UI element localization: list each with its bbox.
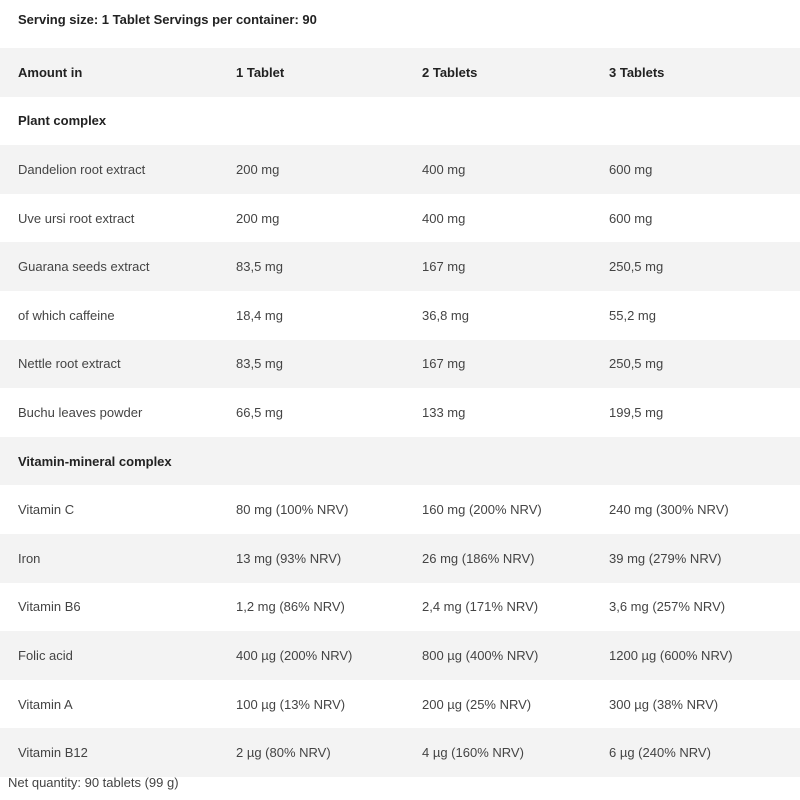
- ingredient-name: Nettle root extract: [18, 356, 121, 372]
- amount-3-tablets: 250,5 mg: [609, 259, 664, 275]
- amount-1-tablet: 100 µg (13% NRV): [236, 696, 346, 712]
- amount-2-tablets: 2,4 mg (171% NRV): [422, 599, 539, 615]
- amount-2-tablets: 160 mg (200% NRV): [422, 502, 542, 518]
- amount-2-tablets: 400 mg: [422, 210, 466, 226]
- amount-3-tablets: 6 µg (240% NRV): [609, 745, 711, 761]
- table-row: Uve ursi root extract 200 mg 400 mg 600 …: [0, 194, 800, 243]
- section-title: Vitamin-mineral complex: [18, 453, 172, 469]
- amount-2-tablets: 133 mg: [422, 404, 466, 420]
- amount-1-tablet: 1,2 mg (86% NRV): [236, 599, 345, 615]
- amount-1-tablet: 2 µg (80% NRV): [236, 745, 331, 761]
- ingredient-name: Vitamin C: [18, 502, 75, 518]
- header-amount-in: Amount in: [18, 64, 83, 80]
- amount-2-tablets: 800 µg (400% NRV): [422, 647, 539, 663]
- amount-1-tablet: 83,5 mg: [236, 259, 283, 275]
- nutrition-table: Amount in 1 Tablet 2 Tablets 3 Tablets P…: [0, 48, 800, 777]
- amount-2-tablets: 4 µg (160% NRV): [422, 745, 524, 761]
- amount-3-tablets: 300 µg (38% NRV): [609, 696, 719, 712]
- header-1-tablet: 1 Tablet: [236, 64, 285, 80]
- ingredient-name: Guarana seeds extract: [18, 259, 150, 275]
- table-row: Nettle root extract 83,5 mg 167 mg 250,5…: [0, 339, 800, 389]
- amount-2-tablets: 400 mg: [422, 161, 466, 177]
- amount-3-tablets: 55,2 mg: [609, 307, 656, 323]
- amount-3-tablets: 600 mg: [609, 161, 653, 177]
- ingredient-name: Uve ursi root extract: [18, 210, 135, 226]
- ingredient-name: Iron: [18, 550, 41, 566]
- amount-3-tablets: 240 mg (300% NRV): [609, 502, 729, 518]
- table-row: Vitamin C 80 mg (100% NRV) 160 mg (200% …: [0, 485, 800, 534]
- amount-2-tablets: 36,8 mg: [422, 307, 469, 323]
- section-title: Plant complex: [18, 113, 107, 129]
- table-header-row: Amount in 1 Tablet 2 Tablets 3 Tablets: [0, 48, 800, 97]
- amount-2-tablets: 200 µg (25% NRV): [422, 696, 532, 712]
- table-row: Vitamin A 100 µg (13% NRV) 200 µg (25% N…: [0, 680, 800, 729]
- amount-1-tablet: 200 mg: [236, 210, 280, 226]
- ingredient-name: Vitamin B12: [18, 745, 88, 761]
- table-row: Guarana seeds extract 83,5 mg 167 mg 250…: [0, 242, 800, 291]
- amount-1-tablet: 80 mg (100% NRV): [236, 502, 349, 518]
- header-3-tablets: 3 Tablets: [609, 64, 665, 80]
- table-row: of which caffeine 18,4 mg 36,8 mg 55,2 m…: [0, 291, 800, 340]
- ingredient-name: Vitamin B6: [18, 599, 81, 615]
- section-title-row: Vitamin-mineral complex: [0, 436, 800, 486]
- amount-1-tablet: 66,5 mg: [236, 404, 283, 420]
- table-row: Dandelion root extract 200 mg 400 mg 600…: [0, 145, 800, 194]
- amount-1-tablet: 13 mg (93% NRV): [236, 550, 342, 566]
- header-2-tablets: 2 Tablets: [422, 64, 478, 80]
- amount-3-tablets: 1200 µg (600% NRV): [609, 647, 733, 663]
- table-row: Vitamin B12 2 µg (80% NRV) 4 µg (160% NR…: [0, 728, 800, 777]
- net-quantity: Net quantity: 90 tablets (99 g): [8, 775, 179, 790]
- amount-1-tablet: 83,5 mg: [236, 356, 283, 372]
- ingredient-name: Folic acid: [18, 647, 73, 663]
- amount-3-tablets: 3,6 mg (257% NRV): [609, 599, 726, 615]
- amount-1-tablet: 18,4 mg: [236, 307, 283, 323]
- amount-2-tablets: 167 mg: [422, 356, 466, 372]
- ingredient-name: Dandelion root extract: [18, 161, 146, 177]
- table-row: Folic acid 400 µg (200% NRV) 800 µg (400…: [0, 631, 800, 680]
- section-title-row: Plant complex: [0, 97, 800, 146]
- amount-1-tablet: 200 mg: [236, 161, 280, 177]
- amount-3-tablets: 600 mg: [609, 210, 653, 226]
- table-row: Buchu leaves powder 66,5 mg 133 mg 199,5…: [0, 388, 800, 437]
- amount-3-tablets: 199,5 mg: [609, 404, 664, 420]
- amount-1-tablet: 400 µg (200% NRV): [236, 647, 353, 663]
- serving-info: Serving size: 1 Tablet Servings per cont…: [18, 12, 317, 27]
- amount-3-tablets: 39 mg (279% NRV): [609, 550, 722, 566]
- table-row: Vitamin B6 1,2 mg (86% NRV) 2,4 mg (171%…: [0, 583, 800, 632]
- amount-2-tablets: 26 mg (186% NRV): [422, 550, 535, 566]
- ingredient-name: of which caffeine: [18, 307, 115, 323]
- amount-3-tablets: 250,5 mg: [609, 356, 664, 372]
- amount-2-tablets: 167 mg: [422, 259, 466, 275]
- ingredient-name: Buchu leaves powder: [18, 404, 143, 420]
- ingredient-name: Vitamin A: [18, 696, 73, 712]
- table-row: Iron 13 mg (93% NRV) 26 mg (186% NRV) 39…: [0, 533, 800, 583]
